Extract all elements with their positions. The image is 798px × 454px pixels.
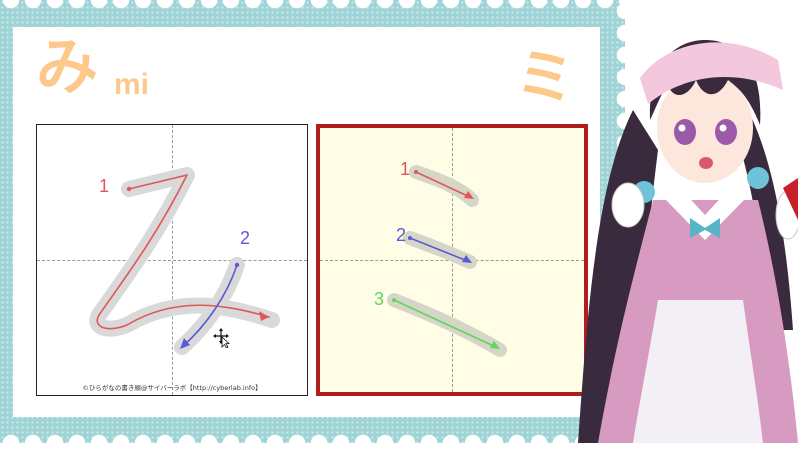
- stroke-2-start-dot: [408, 236, 412, 240]
- stroke-1-start-dot: [414, 170, 418, 174]
- left-eye: [674, 119, 696, 145]
- stroke-1-arrowhead: [259, 311, 269, 321]
- apron: [633, 300, 763, 443]
- stroke-number-3: 3: [374, 289, 385, 309]
- stroke-2-arrowhead: [462, 255, 472, 263]
- bow: [690, 218, 720, 238]
- stroke-2-start-dot: [234, 262, 240, 268]
- guide-horizontal: [37, 260, 307, 261]
- stroke-1-arrowhead: [464, 191, 474, 199]
- mascot-illustration: [578, 40, 798, 443]
- stroke-1-line: [415, 171, 473, 199]
- stamp-perforation-top: [0, 0, 625, 11]
- stroke-number-2: 2: [396, 225, 407, 245]
- stroke-number-2: 2: [240, 228, 251, 248]
- stroke-1-line: [96, 174, 270, 330]
- collar: [666, 190, 744, 240]
- stroke-2-line: [409, 237, 471, 263]
- stamp-perforation-bottom: [0, 432, 625, 454]
- katakana-title: ミ: [515, 43, 575, 113]
- glove-left: [611, 182, 645, 228]
- mouth: [699, 157, 713, 169]
- hiragana-stroke-panel: 1 2 ©ひらがなの書き順@サイバーラボ【http://cyberlab.inf…: [36, 124, 308, 396]
- katakana-strokes: [387, 165, 507, 357]
- credit-text: ©ひらがなの書き順@サイバーラボ【http://cyberlab.info】: [82, 384, 262, 392]
- face: [657, 73, 753, 183]
- romaji-label: mi: [114, 68, 150, 101]
- hiragana-title: み: [36, 30, 99, 103]
- right-eye: [715, 119, 737, 145]
- hair-back-right: [738, 110, 793, 330]
- hiragana-strokes: [89, 167, 280, 355]
- stroke-number-1: 1: [99, 176, 110, 196]
- stroke-1-start-dot: [126, 186, 132, 192]
- stroke-3-line: [393, 299, 499, 349]
- red-accent: [783, 178, 798, 220]
- move-cursor-icon: [213, 328, 231, 352]
- headdress: [640, 42, 783, 104]
- stroke-3-arrowhead: [490, 341, 500, 349]
- watermark: [692, 6, 792, 14]
- stroke-3-start-dot: [392, 298, 396, 302]
- stroke-number-1: 1: [400, 159, 411, 179]
- hair-tie-right: [747, 167, 769, 189]
- stroke-2-arrowhead: [180, 338, 190, 349]
- katakana-stroke-panel: 1 2 3: [316, 124, 588, 396]
- stroke-2-line: [181, 264, 238, 348]
